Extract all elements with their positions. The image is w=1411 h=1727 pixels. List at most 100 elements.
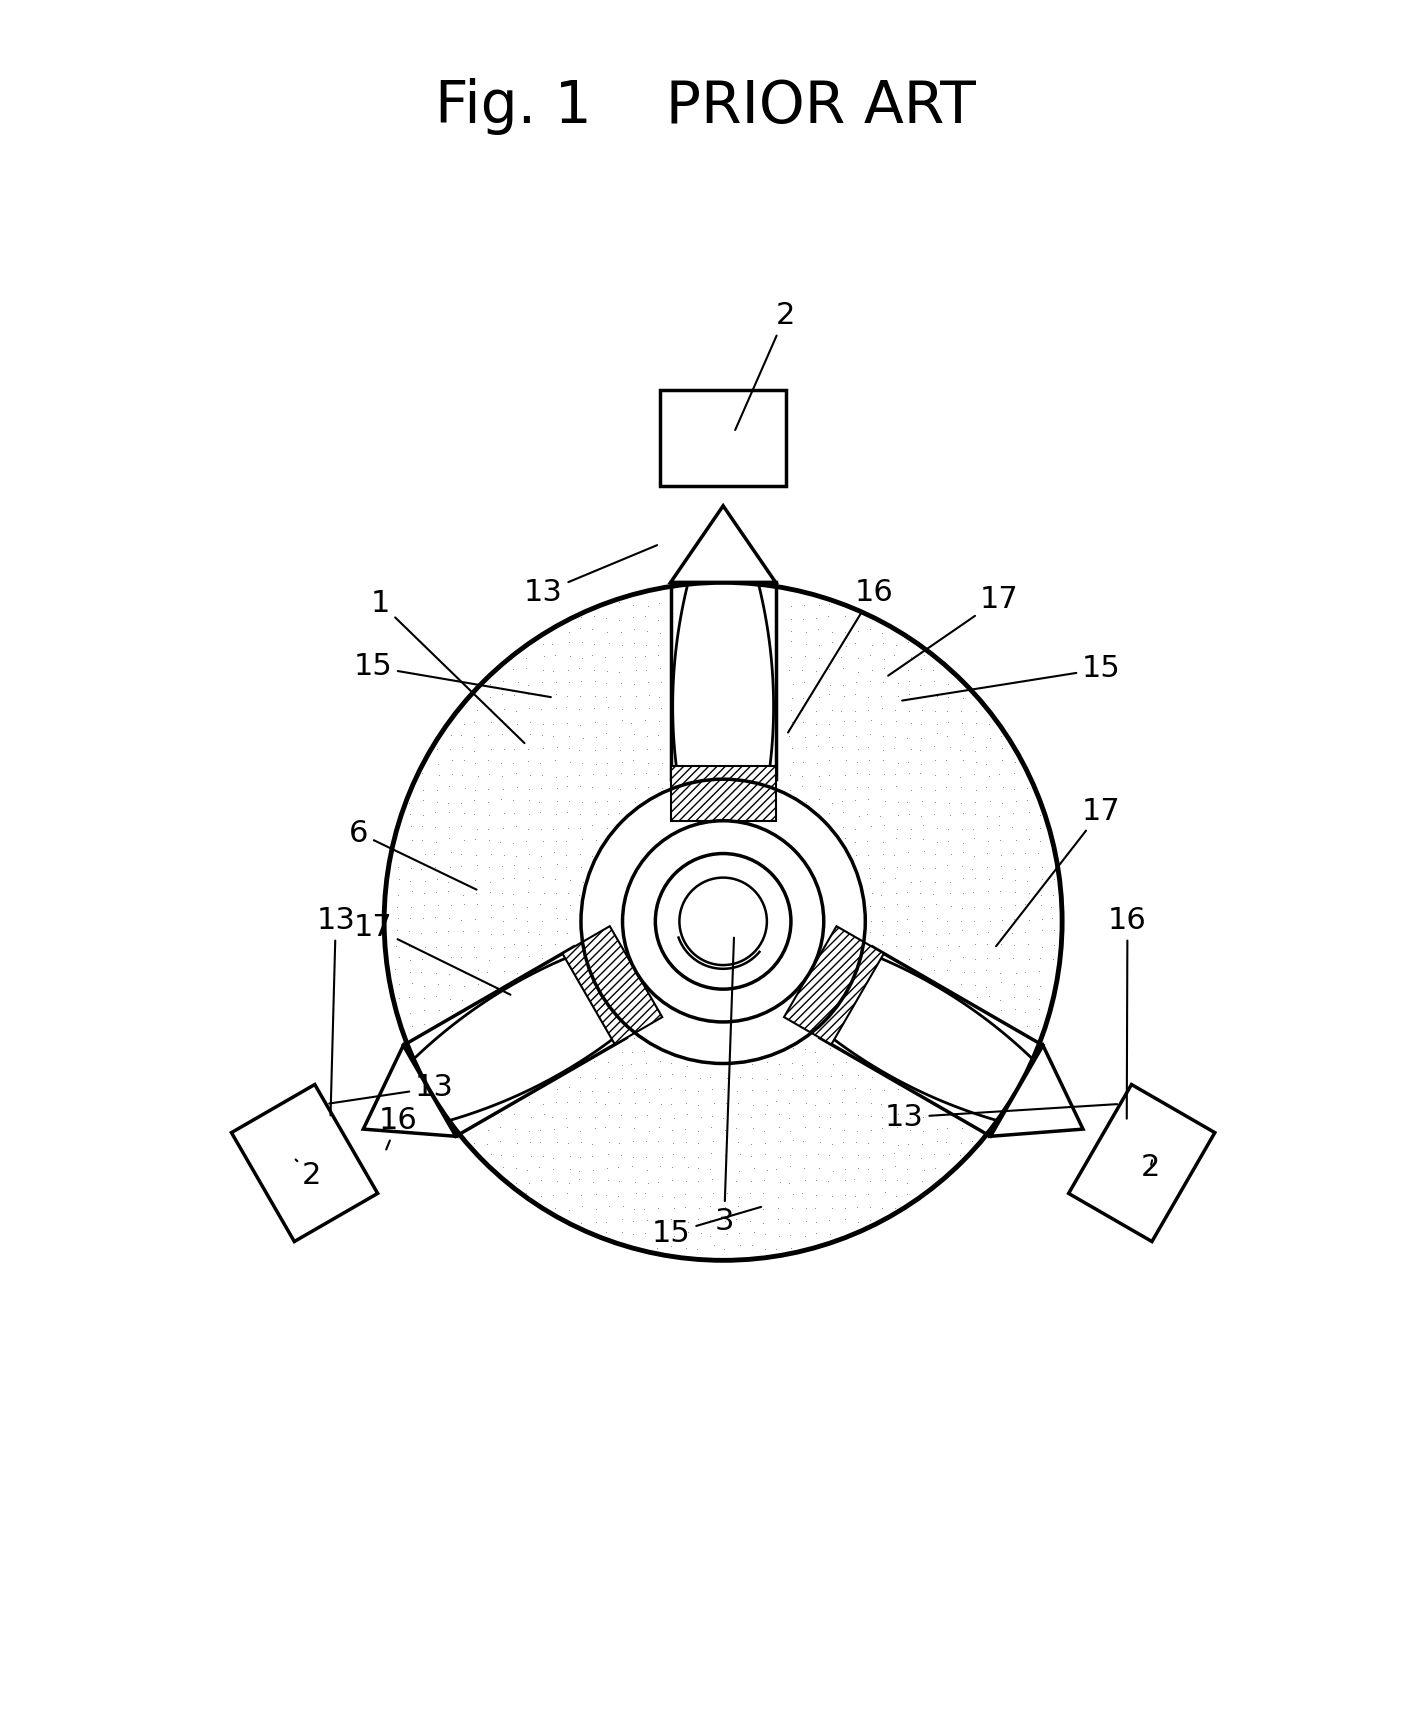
- Point: [991, 789, 1013, 817]
- Point: [515, 931, 538, 958]
- Point: [714, 1129, 737, 1157]
- Point: [610, 1142, 632, 1169]
- Point: [545, 763, 567, 791]
- Point: [768, 1128, 790, 1155]
- Point: [753, 1140, 776, 1167]
- Point: [873, 1076, 896, 1104]
- Point: [594, 1114, 617, 1142]
- Point: [584, 1195, 607, 1223]
- Point: [646, 1205, 669, 1233]
- Point: [897, 748, 920, 775]
- Point: [492, 736, 515, 763]
- Point: [832, 1128, 855, 1155]
- Point: [847, 1142, 869, 1169]
- Point: [529, 696, 552, 724]
- Point: [831, 1088, 854, 1116]
- Point: [518, 800, 540, 827]
- Point: [923, 1140, 945, 1167]
- Point: [638, 680, 660, 708]
- Point: [607, 589, 629, 617]
- Point: [809, 592, 831, 620]
- Point: [532, 642, 555, 670]
- Point: [504, 1100, 526, 1128]
- Point: [872, 760, 895, 788]
- Point: [924, 1155, 947, 1183]
- Point: [885, 920, 907, 948]
- Point: [952, 800, 975, 827]
- Point: [1031, 865, 1054, 893]
- Point: [834, 1205, 856, 1233]
- Point: [913, 641, 935, 668]
- Point: [542, 1143, 564, 1171]
- Point: [900, 777, 923, 805]
- Point: [464, 943, 487, 971]
- Point: [515, 827, 538, 855]
- Point: [885, 1091, 907, 1119]
- Point: [817, 655, 840, 682]
- Point: [1017, 905, 1040, 933]
- Point: [659, 1090, 682, 1117]
- Point: [570, 789, 593, 817]
- Point: [728, 1219, 751, 1247]
- Point: [978, 983, 1000, 1010]
- Point: [909, 672, 931, 699]
- Point: [978, 895, 1000, 922]
- Point: [899, 642, 921, 670]
- Point: [586, 1207, 608, 1235]
- Point: [480, 891, 502, 919]
- Point: [872, 644, 895, 672]
- Point: [622, 670, 645, 698]
- Point: [556, 1180, 579, 1207]
- Point: [624, 656, 646, 684]
- Point: [897, 1142, 920, 1169]
- Point: [635, 1102, 658, 1129]
- Point: [950, 774, 972, 801]
- Point: [584, 1088, 607, 1116]
- Point: [401, 812, 423, 839]
- Point: [844, 706, 866, 734]
- Point: [883, 641, 906, 668]
- Point: [792, 748, 814, 775]
- Point: [897, 838, 920, 865]
- Point: [962, 841, 985, 869]
- Point: [834, 762, 856, 789]
- Point: [951, 879, 974, 907]
- Point: [546, 774, 569, 801]
- Point: [779, 696, 801, 724]
- Point: [753, 1100, 776, 1128]
- Point: [583, 788, 605, 815]
- Point: [834, 603, 856, 630]
- Point: [886, 682, 909, 710]
- Point: [490, 1114, 512, 1142]
- Point: [532, 656, 555, 684]
- Point: [714, 1207, 737, 1235]
- Point: [519, 1104, 542, 1131]
- Point: [518, 1117, 540, 1145]
- Point: [387, 984, 409, 1012]
- Point: [478, 670, 501, 698]
- Point: [453, 889, 476, 917]
- Point: [753, 1235, 776, 1262]
- Point: [888, 750, 910, 777]
- Point: [624, 774, 646, 801]
- Point: [728, 1231, 751, 1259]
- Point: [580, 1129, 602, 1157]
- Point: [453, 826, 476, 853]
- Point: [452, 917, 474, 945]
- Point: [659, 1233, 682, 1261]
- Point: [477, 775, 499, 803]
- Point: [883, 724, 906, 751]
- Point: [505, 710, 528, 737]
- Point: [624, 788, 646, 815]
- Point: [453, 800, 476, 827]
- Point: [529, 891, 552, 919]
- Text: 16: 16: [378, 1105, 418, 1150]
- Point: [595, 720, 618, 748]
- Point: [909, 774, 931, 801]
- Point: [569, 1117, 591, 1145]
- Point: [926, 710, 948, 737]
- Point: [638, 1088, 660, 1116]
- Point: [492, 933, 515, 960]
- Point: [975, 734, 998, 762]
- Point: [401, 877, 423, 905]
